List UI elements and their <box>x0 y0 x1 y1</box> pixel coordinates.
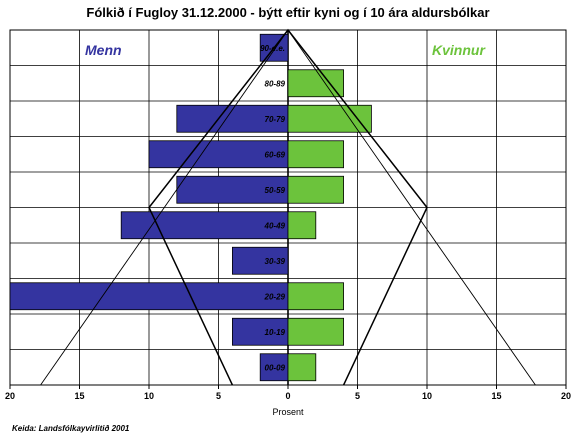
reference-outlines <box>40 28 536 386</box>
bar-kvinnur-80-89 <box>287 69 344 98</box>
age-label-20-29: 20-29 <box>264 292 286 301</box>
bar-kvinnur-70-79 <box>287 104 372 133</box>
x-axis-ticks: 20 15 10 5 0 5 10 15 20 <box>5 385 571 401</box>
x-tick-label-5: 5 <box>355 391 360 401</box>
reference-outline-1 <box>148 28 428 386</box>
x-tick-label-1: 15 <box>74 391 84 401</box>
bar-kvinnur-50-59 <box>287 175 344 204</box>
x-tick-label-3: 5 <box>216 391 221 401</box>
x-axis-label: Prosent <box>272 407 304 417</box>
age-label-40-49: 40-49 <box>264 221 286 230</box>
bar-menn-20-29 <box>9 282 289 311</box>
bar-menn-60-69 <box>148 140 289 169</box>
age-label-50-59: 50-59 <box>265 186 286 195</box>
age-label-10-19: 10-19 <box>265 328 286 337</box>
bar-menn-30-39 <box>231 246 289 275</box>
bar-menn-10-19 <box>231 317 289 346</box>
legend-menn: Menn <box>85 42 122 58</box>
x-tick-label-7: 15 <box>491 391 501 401</box>
bar-kvinnur-00-09 <box>287 353 317 382</box>
x-tick-label-6: 10 <box>422 391 432 401</box>
age-label-00-09: 00-09 <box>265 363 286 372</box>
legend-kvinnur: Kvinnur <box>432 42 486 58</box>
gridlines <box>10 30 566 385</box>
age-label-80-89: 80-89 <box>265 79 286 88</box>
age-label-60-69: 60-69 <box>265 150 286 159</box>
bars-layer <box>9 33 372 382</box>
bar-kvinnur-60-69 <box>287 140 344 169</box>
source-note: Keida: Landsfólkayvirlitið 2001 <box>12 424 130 433</box>
age-label-70-79: 70-79 <box>265 115 286 124</box>
age-label-90-e.e.: 90-e.e. <box>260 44 285 53</box>
x-tick-label-4: 0 <box>285 391 290 401</box>
bar-menn-00-09 <box>259 353 289 382</box>
x-tick-label-2: 10 <box>144 391 154 401</box>
bar-menn-40-49 <box>120 211 289 240</box>
chart-title: Fólkið í Fugloy 31.12.2000 - býtt eftir … <box>86 5 489 20</box>
age-labels: 00-09 10-19 20-29 30-39 40-49 50-59 60-69 70-79… <box>260 44 285 373</box>
bar-kvinnur-40-49 <box>287 211 317 240</box>
age-label-30-39: 30-39 <box>265 257 286 266</box>
bar-kvinnur-10-19 <box>287 317 344 346</box>
bar-kvinnur-20-29 <box>287 282 344 311</box>
x-tick-label-0: 20 <box>5 391 15 401</box>
x-tick-label-8: 20 <box>561 391 571 401</box>
